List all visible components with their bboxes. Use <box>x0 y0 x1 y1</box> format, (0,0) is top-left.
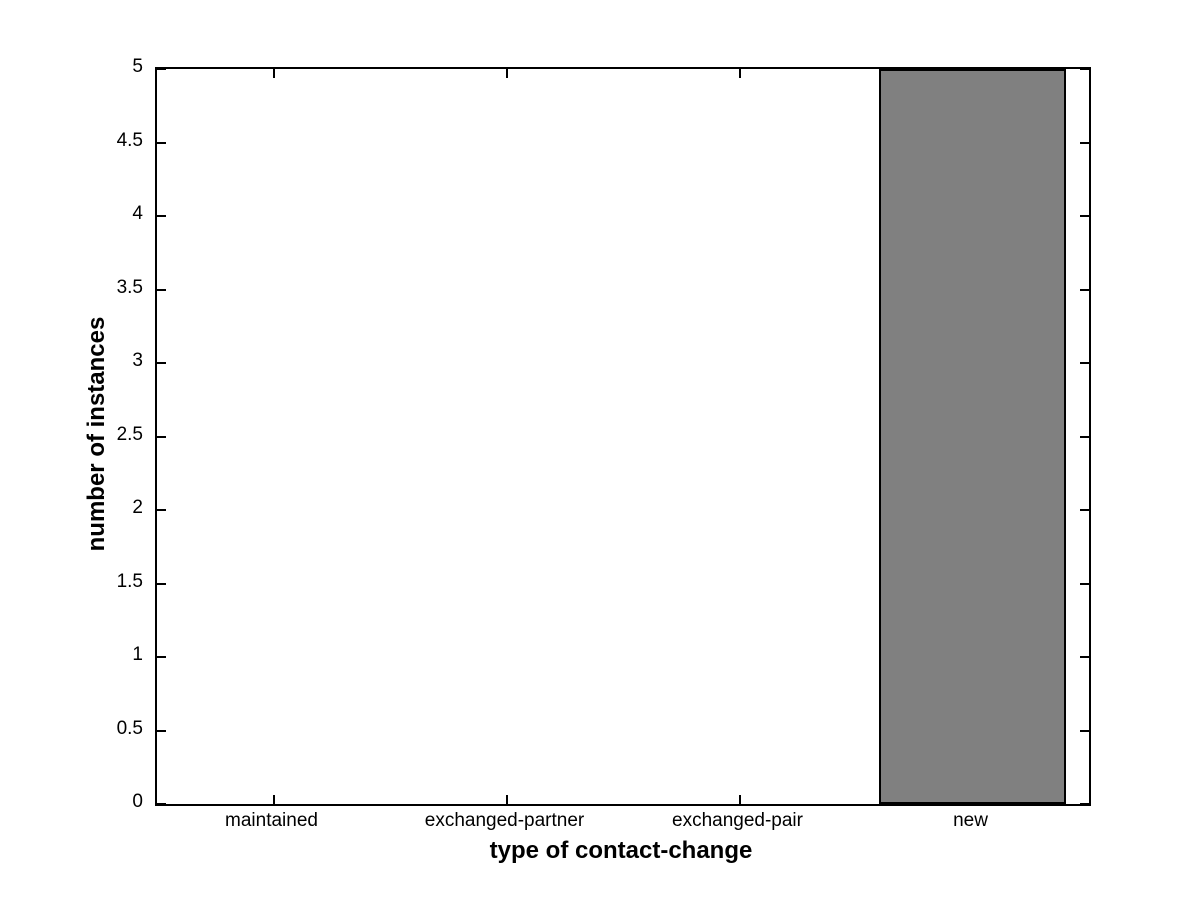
y-axis-tick-right <box>1080 729 1089 732</box>
y-tick-label: 0.5 <box>116 717 143 739</box>
y-tick-label: 5 <box>132 56 143 77</box>
x-axis-tick-bottom <box>272 795 275 804</box>
y-axis-tick-right <box>1080 288 1089 291</box>
y-axis-tick-right <box>1080 362 1089 364</box>
y-axis-tick-left <box>157 582 166 585</box>
y-axis-tick-left <box>157 68 166 70</box>
x-axis-label: type of contact-change <box>489 837 753 864</box>
y-axis-tick-left <box>157 656 166 658</box>
y-axis-tick-left <box>157 729 166 732</box>
y-axis-tick-left <box>157 288 166 291</box>
y-axis-tick-left <box>157 803 166 805</box>
y-axis-tick-left <box>157 215 166 217</box>
x-tick-label-exchanged-partner: exchanged-partner <box>424 810 585 831</box>
y-tick-label: 0 <box>132 791 143 812</box>
y-axis-tick-right <box>1080 509 1089 511</box>
x-axis-tick-top <box>505 69 508 78</box>
y-axis-tick-right <box>1080 582 1089 585</box>
x-axis-tick-top <box>738 69 741 78</box>
x-tick-label-exchanged-pair: exchanged-pair <box>672 810 803 831</box>
y-axis-tick-left <box>157 509 166 511</box>
x-tick-label-maintained: maintained <box>225 810 318 831</box>
y-tick-label: 4.5 <box>116 129 143 151</box>
y-tick-label: 3 <box>132 350 143 371</box>
x-axis-tick-top <box>272 69 275 78</box>
y-axis-tick-left <box>157 141 166 144</box>
y-tick-label: 2 <box>132 497 143 518</box>
y-tick-label: 1.5 <box>116 570 143 592</box>
y-axis-tick-right <box>1080 68 1089 70</box>
x-axis-tick-bottom <box>505 795 508 804</box>
y-axis-label: number of instances <box>83 316 110 552</box>
x-axis-tick-bottom <box>738 795 741 804</box>
y-tick-label: 2.5 <box>116 423 143 445</box>
y-axis-tick-right <box>1080 215 1089 217</box>
plot-area <box>155 67 1091 806</box>
y-axis-tick-left <box>157 435 166 438</box>
x-tick-label-new: new <box>953 810 988 831</box>
y-axis-tick-right <box>1080 141 1089 144</box>
y-tick-label: 3.5 <box>116 276 143 298</box>
bar-new <box>879 69 1066 804</box>
y-tick-label: 4 <box>132 203 143 224</box>
y-tick-label: 1 <box>132 644 143 665</box>
y-axis-tick-right <box>1080 435 1089 438</box>
y-axis-tick-right <box>1080 803 1089 805</box>
y-axis-tick-left <box>157 362 166 364</box>
y-axis-tick-right <box>1080 656 1089 658</box>
